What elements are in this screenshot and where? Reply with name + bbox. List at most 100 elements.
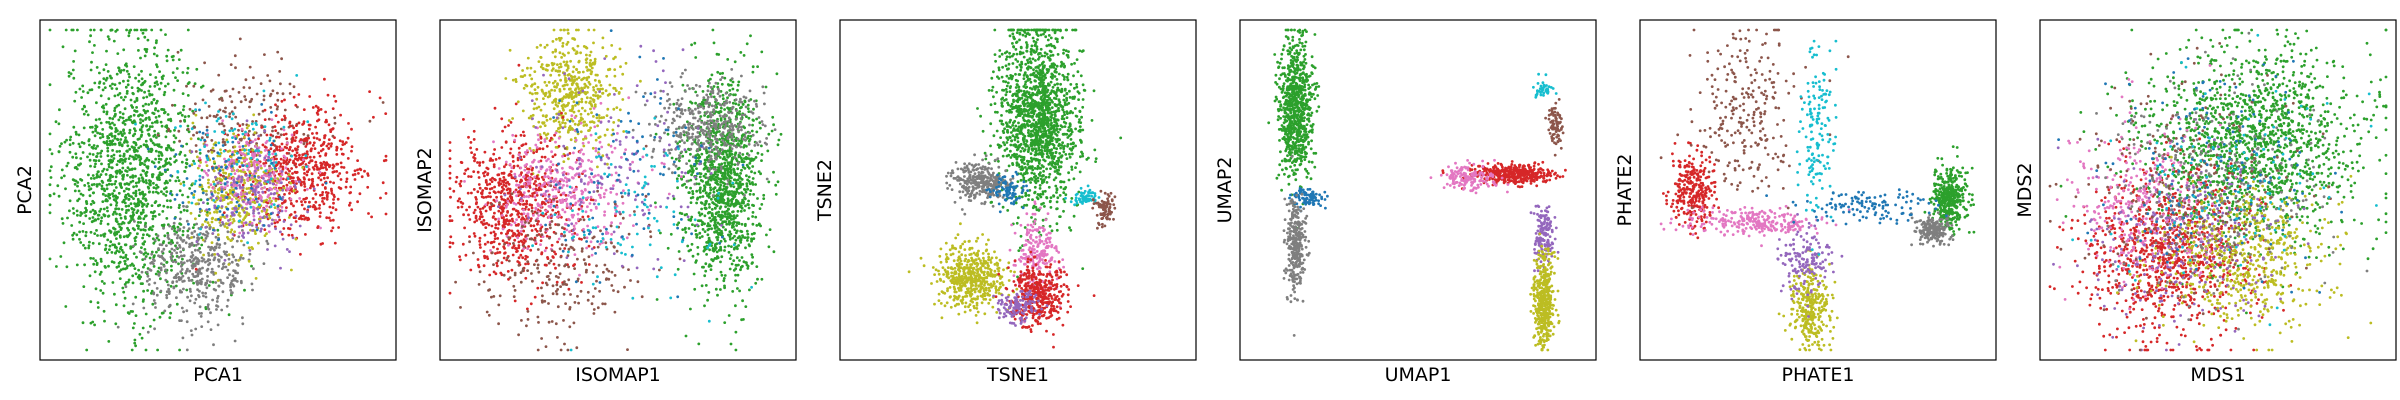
data-point xyxy=(252,76,255,80)
data-point xyxy=(101,291,105,295)
data-point xyxy=(222,211,226,215)
data-point xyxy=(182,183,186,187)
data-point xyxy=(776,143,780,147)
data-point xyxy=(190,333,194,337)
data-point xyxy=(744,305,748,308)
data-point xyxy=(248,223,251,227)
data-point xyxy=(212,157,215,161)
data-point xyxy=(200,325,204,328)
data-point xyxy=(306,218,309,222)
data-point xyxy=(263,53,266,56)
data-point xyxy=(744,131,748,135)
data-point xyxy=(279,176,283,180)
data-point xyxy=(311,197,315,200)
data-point xyxy=(225,196,229,199)
data-point xyxy=(714,246,718,250)
data-point xyxy=(723,245,727,249)
data-point xyxy=(241,186,245,189)
data-point xyxy=(266,248,269,251)
data-point xyxy=(284,209,288,213)
data-point xyxy=(349,185,353,189)
data-point xyxy=(187,276,191,280)
data-point xyxy=(280,181,283,185)
data-point xyxy=(98,80,102,84)
data-point xyxy=(110,143,114,146)
data-point xyxy=(206,279,209,282)
data-point xyxy=(152,98,156,102)
data-point xyxy=(162,264,166,268)
data-point xyxy=(723,143,726,147)
data-point xyxy=(727,201,730,205)
data-point xyxy=(48,203,52,207)
data-point xyxy=(191,266,195,270)
data-point xyxy=(703,203,707,207)
data-point xyxy=(258,154,262,158)
data-point xyxy=(109,203,113,207)
data-point xyxy=(193,82,197,86)
data-point xyxy=(368,119,372,123)
data-point xyxy=(113,94,117,98)
data-point xyxy=(291,149,294,153)
data-point xyxy=(190,201,194,205)
data-point xyxy=(269,177,273,181)
data-point xyxy=(113,182,117,186)
data-point xyxy=(715,189,719,193)
data-point xyxy=(336,174,340,178)
data-point xyxy=(141,205,144,208)
data-point xyxy=(185,158,189,162)
data-point xyxy=(180,319,183,322)
data-point xyxy=(723,161,727,165)
data-point xyxy=(190,260,193,264)
data-point xyxy=(772,250,776,254)
data-point xyxy=(254,138,257,142)
data-point xyxy=(754,215,758,219)
data-point xyxy=(144,221,148,225)
data-point xyxy=(318,154,322,158)
data-point xyxy=(231,253,235,257)
data-point xyxy=(155,121,159,124)
data-point xyxy=(701,228,705,231)
data-point xyxy=(141,114,144,117)
data-point xyxy=(270,110,273,114)
data-point xyxy=(223,225,227,228)
data-point xyxy=(77,197,81,201)
data-point xyxy=(153,327,157,331)
data-point xyxy=(268,169,271,173)
data-point xyxy=(111,139,115,143)
data-point xyxy=(271,180,275,183)
data-point xyxy=(703,184,706,188)
data-point xyxy=(723,284,726,288)
data-point xyxy=(670,148,673,152)
data-point xyxy=(273,206,277,210)
data-point xyxy=(99,260,103,263)
data-point xyxy=(87,246,91,250)
data-point xyxy=(200,243,204,247)
data-point xyxy=(144,255,148,258)
data-point xyxy=(694,90,698,94)
data-point xyxy=(150,101,154,104)
data-point xyxy=(167,145,171,149)
data-point xyxy=(265,139,269,143)
data-point xyxy=(90,88,94,92)
data-point xyxy=(691,122,695,126)
data-point xyxy=(181,92,185,95)
data-point xyxy=(310,159,314,163)
data-point xyxy=(259,194,262,198)
data-point xyxy=(275,189,279,193)
data-point xyxy=(681,228,685,232)
data-point xyxy=(205,286,209,290)
data-point xyxy=(168,179,172,182)
data-point xyxy=(722,277,726,280)
data-point xyxy=(114,112,117,116)
data-point xyxy=(195,67,199,71)
data-point xyxy=(238,231,242,235)
data-point xyxy=(718,156,722,159)
data-point xyxy=(115,28,119,32)
data-point xyxy=(198,156,202,160)
panel-pca: PCA1 PCA2 xyxy=(14,19,397,386)
data-point xyxy=(178,244,181,247)
data-point xyxy=(190,279,193,282)
data-point xyxy=(102,187,105,191)
data-point xyxy=(332,198,335,201)
data-point xyxy=(223,258,227,262)
